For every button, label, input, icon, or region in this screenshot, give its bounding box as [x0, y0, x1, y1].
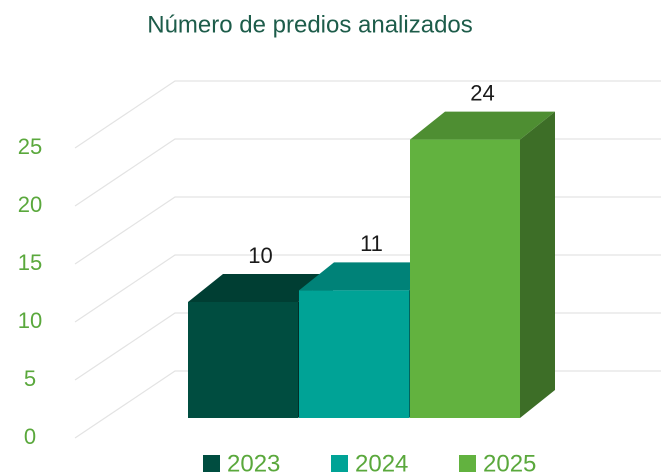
y-tick-label: 10	[18, 308, 42, 333]
legend-label: 2023	[227, 450, 280, 475]
bar	[410, 139, 520, 418]
bar-top	[188, 274, 333, 302]
grid-line	[74, 138, 661, 207]
y-tick-label: 5	[24, 366, 36, 391]
bar-top	[299, 262, 444, 291]
legend-swatch	[203, 455, 220, 472]
y-tick-label: 20	[18, 192, 42, 217]
grid-line	[74, 80, 661, 149]
legend-label: 2025	[483, 450, 536, 475]
bar-top	[410, 111, 555, 140]
legend-label: 2024	[355, 450, 408, 475]
y-tick-label: 15	[18, 250, 42, 275]
y-tick-label: 25	[18, 134, 42, 159]
legend-swatch	[459, 455, 476, 472]
bar	[188, 302, 298, 418]
legend-swatch	[331, 455, 348, 472]
data-label: 24	[470, 80, 494, 105]
y-tick-label: 0	[24, 424, 36, 449]
bar	[299, 290, 409, 418]
data-label: 10	[248, 243, 272, 268]
chart-title: Número de predios analizados	[147, 11, 473, 38]
bar-side	[520, 111, 555, 418]
data-label: 11	[360, 231, 383, 256]
